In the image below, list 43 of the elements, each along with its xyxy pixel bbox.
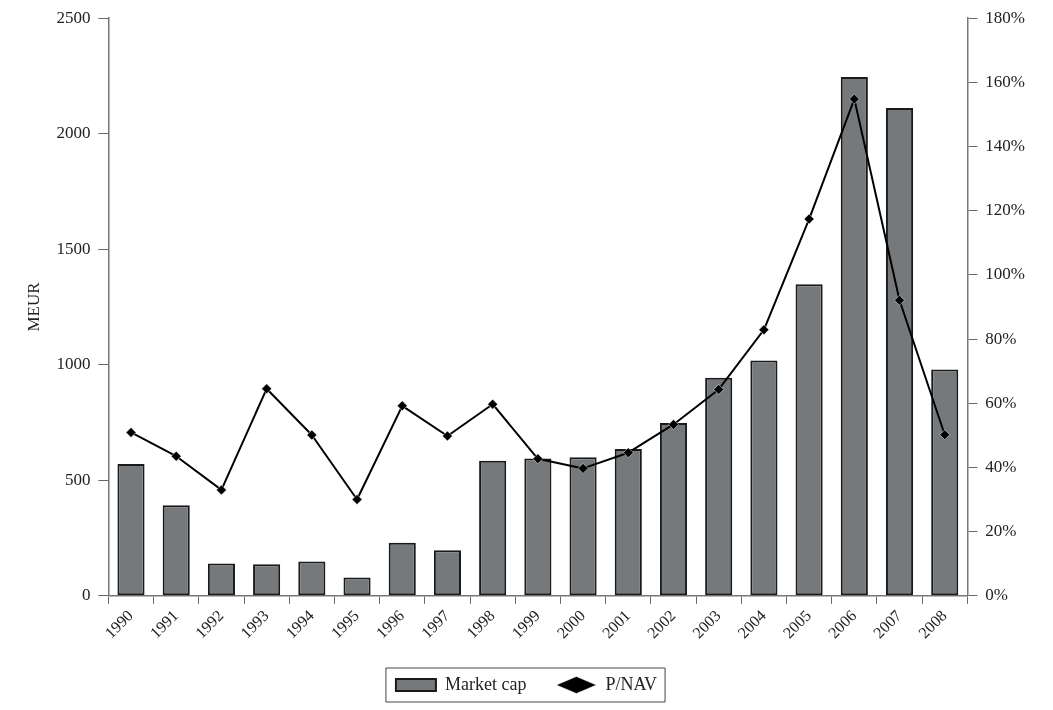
- point: [577, 463, 589, 474]
- y-tick-label: 1000: [56, 354, 91, 374]
- y-tick-label: 2500: [56, 7, 91, 27]
- y-tick-label: 500: [64, 469, 91, 489]
- point: [216, 484, 227, 496]
- y2-tick-label: 40%: [985, 456, 1017, 476]
- point: [849, 93, 860, 105]
- x-tick-label: 1993: [237, 606, 272, 642]
- point: [442, 430, 453, 442]
- point: [351, 494, 363, 505]
- y-tick-label: 0: [81, 585, 91, 605]
- point: [668, 419, 679, 430]
- y2-tick-label: 180%: [985, 7, 1026, 27]
- y2-tick-label: 0%: [985, 585, 1009, 605]
- point: [532, 453, 544, 465]
- point: [894, 295, 905, 306]
- point: [803, 213, 815, 225]
- y-tick-label: 1500: [56, 238, 91, 258]
- y2-tick-label: 120%: [985, 200, 1026, 220]
- y-tick-label: 2000: [56, 123, 91, 143]
- point: [125, 427, 137, 438]
- y2-tick-label: 20%: [985, 521, 1017, 541]
- point: [397, 400, 408, 412]
- point: [713, 384, 724, 395]
- y2-tick-label: 140%: [985, 136, 1026, 156]
- point: [170, 450, 182, 462]
- legend-label: P/NAV: [605, 673, 658, 694]
- point: [487, 398, 498, 410]
- x-tick-label: 1990: [101, 606, 137, 642]
- y2-tick-label: 100%: [985, 264, 1026, 284]
- x-tick-label: 1991: [146, 606, 182, 642]
- point: [623, 447, 634, 458]
- y2-tick-label: 160%: [985, 71, 1026, 91]
- x-tick-label: 1999: [508, 606, 543, 642]
- x-tick-label: 1992: [191, 606, 227, 642]
- y2-tick-label: 80%: [985, 328, 1017, 348]
- point: [306, 429, 318, 441]
- legend-label: Market cap: [444, 673, 527, 694]
- point: [261, 383, 272, 395]
- y-axis-title: MEUR: [23, 281, 43, 332]
- y2-tick-label: 60%: [985, 392, 1017, 412]
- point: [758, 324, 770, 336]
- point: [939, 429, 950, 440]
